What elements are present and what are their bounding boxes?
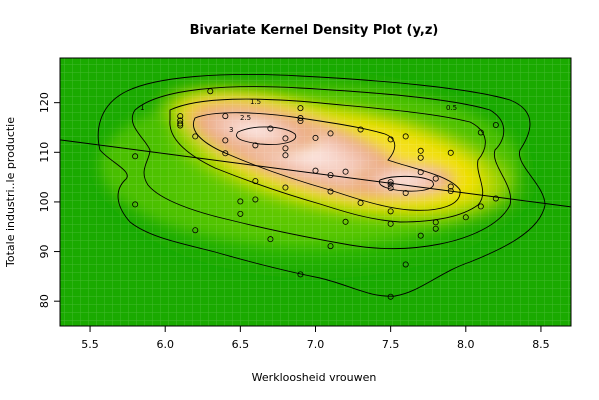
data-point [387,136,394,143]
x-axis-label: Werkloosheid vrouwen [252,371,377,384]
data-point [357,199,364,206]
data-point [432,219,439,226]
y-axis: 80 90 100 110 120 [38,92,60,308]
data-point [477,203,484,210]
data-point [237,210,244,217]
data-point [402,189,409,196]
data-point [387,179,394,186]
data-point [417,232,424,239]
data-point [252,178,259,185]
data-point [192,227,199,234]
contour-label-3: 3 [229,126,233,134]
data-point [132,201,139,208]
data-point [282,145,289,152]
x-tick-label: 6.0 [156,338,174,351]
data-point [417,154,424,161]
y-tick-label: 110 [38,142,51,163]
data-point [297,118,304,125]
contour-label-2-5: 2.5 [240,114,251,122]
y-tick-label: 90 [38,245,51,259]
contour-3-right [378,175,434,192]
data-point [387,185,394,192]
data-point [252,142,259,149]
data-point [432,175,439,182]
data-point [222,137,229,144]
data-point [402,133,409,140]
data-point [492,195,499,202]
contour-3-left [236,126,297,145]
data-point [447,183,454,190]
y-tick-label: 80 [38,294,51,308]
data-point [447,149,454,156]
data-point [252,196,259,203]
data-point [432,225,439,232]
data-point [477,129,484,136]
x-tick-label: 8.5 [532,338,550,351]
data-point [282,152,289,159]
data-point [327,188,334,195]
data-point [222,150,229,157]
x-tick-label: 7.5 [382,338,400,351]
data-point [342,218,349,225]
data-point [177,113,184,120]
x-tick-label: 7.0 [307,338,325,351]
data-point [192,133,199,140]
contour-label-0-5: 0.5 [446,104,457,112]
data-point [312,167,319,174]
x-tick-label: 5.5 [81,338,99,351]
x-tick-label: 8.0 [457,338,475,351]
data-point [402,261,409,268]
contour-label-1: 1 [140,104,144,112]
data-point [267,125,274,132]
data-point [492,122,499,129]
data-point [462,214,469,221]
data-point [177,122,184,129]
data-point [447,188,454,195]
data-point [417,169,424,176]
data-point [207,88,214,95]
plot-area: 0.5 1 1.5 2.5 3 [60,58,571,326]
data-point [387,293,394,300]
data-point [387,220,394,227]
y-tick-label: 100 [38,191,51,212]
x-tick-label: 6.5 [232,338,250,351]
data-point [342,168,349,175]
data-point [297,271,304,278]
y-axis-label: Totale industri..le productie [4,117,17,268]
data-point [282,184,289,191]
data-point [222,113,229,120]
contour-label-1-5: 1.5 [250,98,261,106]
data-point [327,243,334,250]
chart-title: Bivariate Kernel Density Plot (y,z) [190,23,439,38]
data-points [132,88,499,300]
data-point [177,120,184,127]
contour-1-5 [169,98,486,223]
contour-2-5 [193,112,461,211]
x-axis: 5.5 6.0 6.5 7.0 7.5 8.0 8.5 [81,326,550,351]
data-point [267,236,274,243]
y-tick-label: 120 [38,92,51,113]
contour-labels: 0.5 1 1.5 2.5 3 [140,98,457,134]
data-point [312,134,319,141]
data-point [237,198,244,205]
data-point [297,115,304,122]
data-point [282,135,289,142]
data-point [327,130,334,137]
contour-lines [97,74,546,297]
data-point [417,147,424,154]
plot-grid [60,58,571,326]
data-point [387,181,394,188]
data-point [387,208,394,215]
data-point [132,153,139,160]
data-point [297,105,304,112]
data-point [327,172,334,179]
contour-1 [131,86,512,250]
data-point [357,126,364,133]
contour-0-5 [97,74,546,297]
